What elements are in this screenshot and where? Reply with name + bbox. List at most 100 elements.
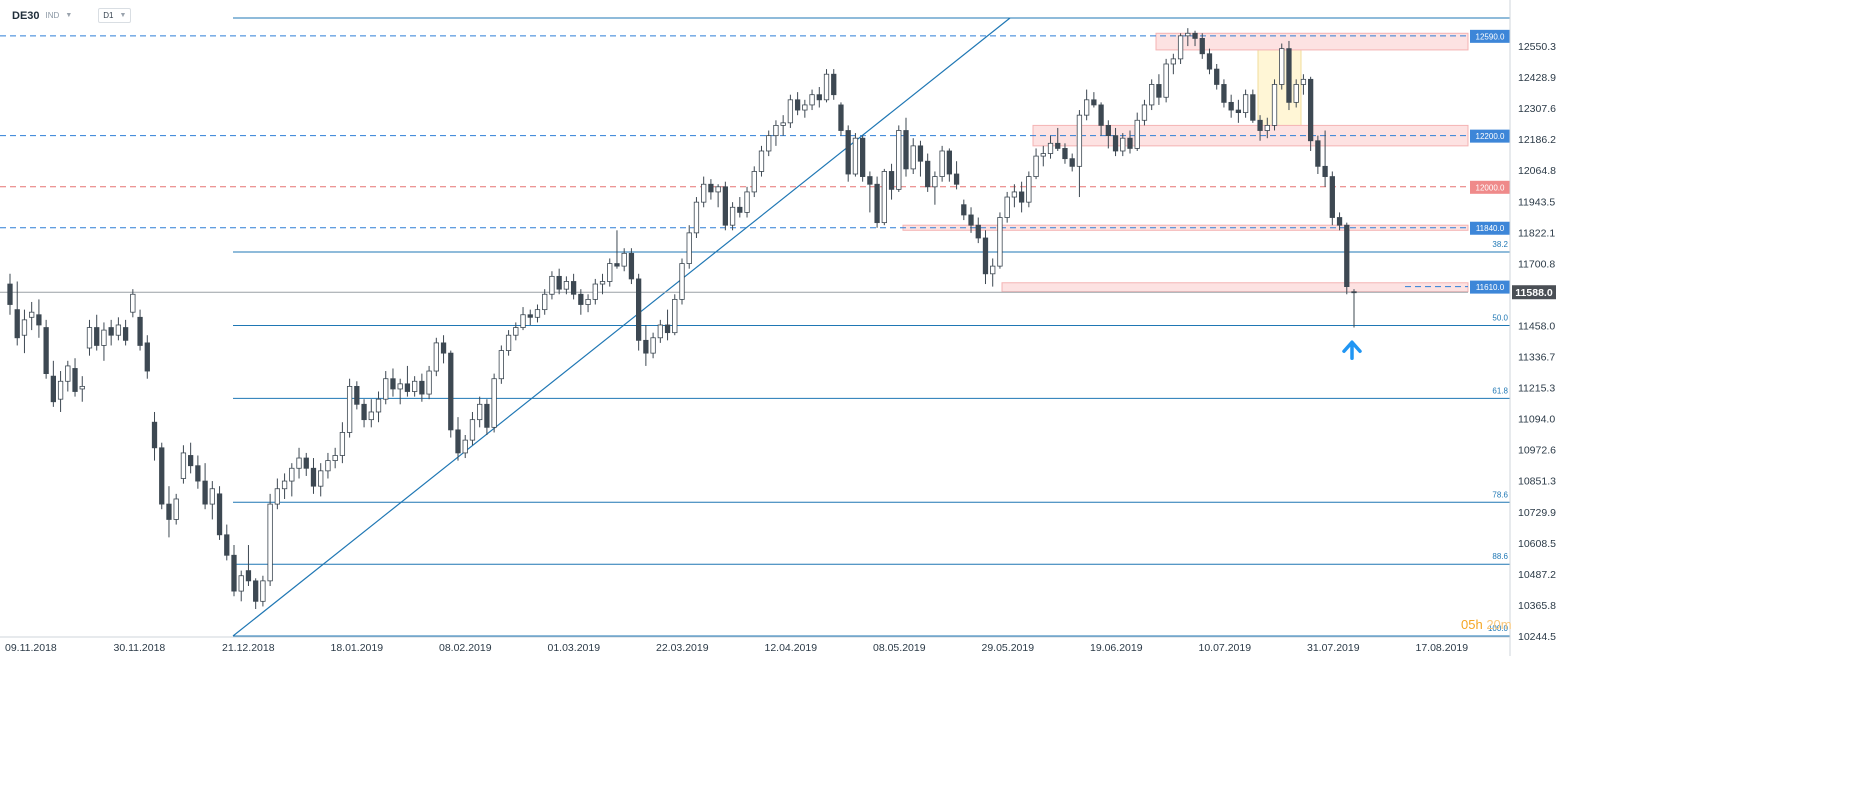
date-tick-label: 18.01.2019 <box>331 642 384 654</box>
level-badge-label: 12200.0 <box>1476 132 1505 141</box>
bull-candle <box>679 263 685 300</box>
bear-candle <box>1127 137 1133 149</box>
bull-candle <box>238 575 244 592</box>
bear-candle <box>390 378 396 390</box>
bear-candle <box>1156 84 1162 98</box>
price-tick-label: 10972.6 <box>1518 445 1556 457</box>
bull-candle <box>1120 137 1126 152</box>
symbol-dropdown-caret-icon[interactable]: ▼ <box>65 12 73 19</box>
bull-candle <box>180 452 187 479</box>
bear-candle <box>448 352 454 431</box>
date-tick-label: 19.06.2019 <box>1090 642 1143 654</box>
bull-candle <box>672 298 678 334</box>
bull-candle <box>339 432 346 456</box>
bear-candle <box>664 324 671 334</box>
bear-candle <box>195 465 201 482</box>
market-type-label: IND <box>45 11 60 20</box>
bear-candle <box>1069 158 1075 167</box>
bear-candle <box>1228 101 1234 111</box>
bear-candle <box>151 421 158 449</box>
level-badge-label: 11840.0 <box>1476 224 1505 233</box>
bear-candle <box>310 467 317 487</box>
bull-candle <box>1293 84 1299 103</box>
price-tick-label: 11336.7 <box>1518 352 1555 364</box>
bear-candle <box>419 380 425 395</box>
bull-candle <box>744 191 750 213</box>
timeframe-selector[interactable]: D1 ▼ <box>98 8 132 23</box>
bear-candle <box>888 171 895 190</box>
bull-candle <box>1177 35 1184 60</box>
bull-candle <box>505 334 512 351</box>
price-tick-label: 11094.0 <box>1518 414 1555 426</box>
date-tick-label: 21.12.2018 <box>222 642 275 654</box>
bull-candle <box>1271 84 1278 126</box>
bear-candle <box>903 130 909 170</box>
timeframe-label: D1 <box>103 11 114 20</box>
bull-candle <box>281 480 288 490</box>
price-tick-label: 12428.9 <box>1518 72 1556 84</box>
price-tick-label: 11822.1 <box>1518 227 1555 239</box>
bear-candle <box>72 368 78 392</box>
level-badge <box>1470 280 1510 294</box>
bear-candle <box>838 104 844 131</box>
bull-candle <box>21 319 28 336</box>
bear-candle <box>614 263 620 267</box>
bull-candle <box>1163 63 1169 98</box>
bear-candle <box>231 554 237 592</box>
price-tick-label: 11700.8 <box>1518 258 1555 270</box>
level-badge <box>1470 29 1510 43</box>
bear-candle <box>578 293 584 305</box>
bear-candle <box>253 580 259 602</box>
bull-candle <box>513 327 519 336</box>
price-tick-label: 10365.8 <box>1518 600 1556 612</box>
bear-candle <box>1336 217 1343 226</box>
bear-candle <box>867 176 873 185</box>
bull-candle <box>1300 78 1307 85</box>
bull-candle <box>549 275 555 295</box>
bear-candle <box>224 534 230 556</box>
bear-candle <box>1192 32 1198 39</box>
bull-candle <box>1141 104 1148 121</box>
level-badge-label: 12000.0 <box>1476 183 1505 192</box>
price-tick-label: 10608.5 <box>1518 538 1556 550</box>
bull-candle <box>881 171 887 224</box>
bear-candle <box>354 385 360 405</box>
bull-candle <box>910 145 916 170</box>
bull-candle <box>1033 155 1039 177</box>
level-badge-label: 12590.0 <box>1476 32 1505 41</box>
bear-candle <box>1315 140 1321 167</box>
bull-candle <box>773 124 779 137</box>
bull-candle <box>1076 114 1083 167</box>
bull-candle <box>57 380 64 400</box>
bull-candle <box>115 324 122 336</box>
level-badge <box>1470 180 1510 194</box>
bear-candle <box>404 383 411 392</box>
bull-candle <box>1134 119 1140 149</box>
bear-candle <box>50 375 56 403</box>
bull-candle <box>1084 99 1090 116</box>
candle-countdown: 05h 20m <box>1461 617 1512 632</box>
price-tick-label: 10851.3 <box>1518 476 1556 488</box>
bull-candle <box>173 498 179 520</box>
bear-candle <box>874 183 880 224</box>
bear-candle <box>1250 94 1256 121</box>
bear-candle <box>917 145 924 162</box>
bear-candle <box>303 457 309 469</box>
bear-candle <box>628 252 635 280</box>
bull-candle <box>1242 94 1249 114</box>
bull-candle <box>852 137 859 175</box>
price-tick-label: 11943.5 <box>1518 196 1555 208</box>
bear-candle <box>1018 191 1025 203</box>
bull-candle <box>318 470 324 487</box>
bear-candle <box>925 160 931 188</box>
bear-candle <box>137 316 143 346</box>
bear-candle <box>1062 148 1068 160</box>
bear-candle <box>816 94 822 101</box>
countdown-minutes: 20m <box>1486 617 1512 632</box>
bull-candle <box>412 380 418 392</box>
bull-candle <box>498 350 504 380</box>
bull-candle <box>592 283 598 300</box>
bear-candle <box>1221 84 1227 103</box>
bear-candle <box>216 493 223 536</box>
